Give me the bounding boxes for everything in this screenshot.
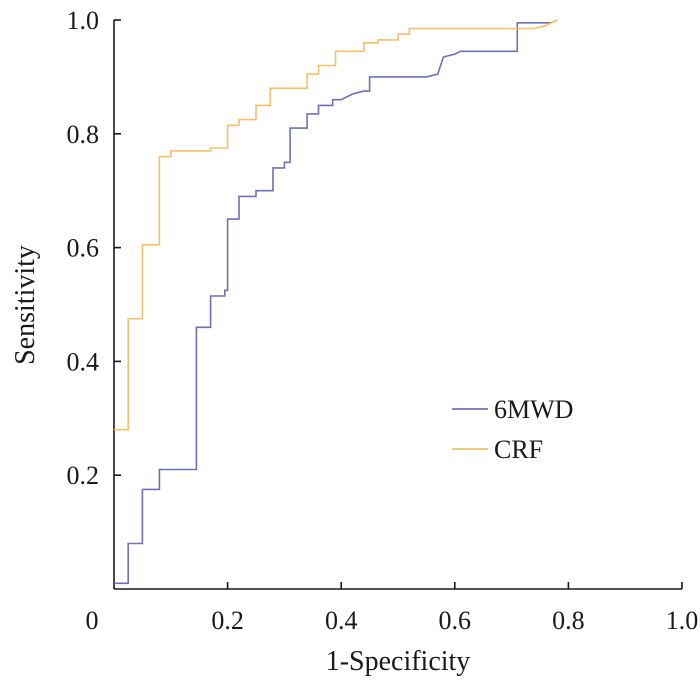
- x-tick-label: 0.6: [439, 606, 472, 635]
- legend-label-crf: CRF: [494, 435, 543, 464]
- legend: 6MWD CRF: [452, 395, 573, 464]
- x-tick-label: 0: [86, 606, 99, 635]
- y-tick-label: 0.8: [67, 120, 100, 149]
- x-axis-title: 1-Specificity: [326, 646, 471, 677]
- y-axis-title: Sensitivity: [10, 245, 41, 365]
- x-tick-label: 0.8: [552, 606, 585, 635]
- axes: [113, 20, 682, 590]
- ticks: 0 0.2 0.4 0.6 0.8 1.0 0.2 0.4 0.6 0.8 1.0: [67, 6, 699, 635]
- series-line-crf: [114, 19, 558, 431]
- legend-label-6mwd: 6MWD: [494, 395, 573, 424]
- y-tick-label: 0.2: [67, 461, 100, 490]
- series-line-6mwd: [114, 19, 558, 585]
- series-layer: [114, 19, 558, 585]
- x-tick-label: 0.4: [325, 606, 358, 635]
- x-tick-label: 1.0: [666, 606, 699, 635]
- y-tick-label: 1.0: [67, 6, 100, 35]
- y-tick-label: 0.6: [67, 234, 100, 263]
- y-tick-label: 0.4: [67, 347, 100, 376]
- x-tick-label: 0.2: [211, 606, 244, 635]
